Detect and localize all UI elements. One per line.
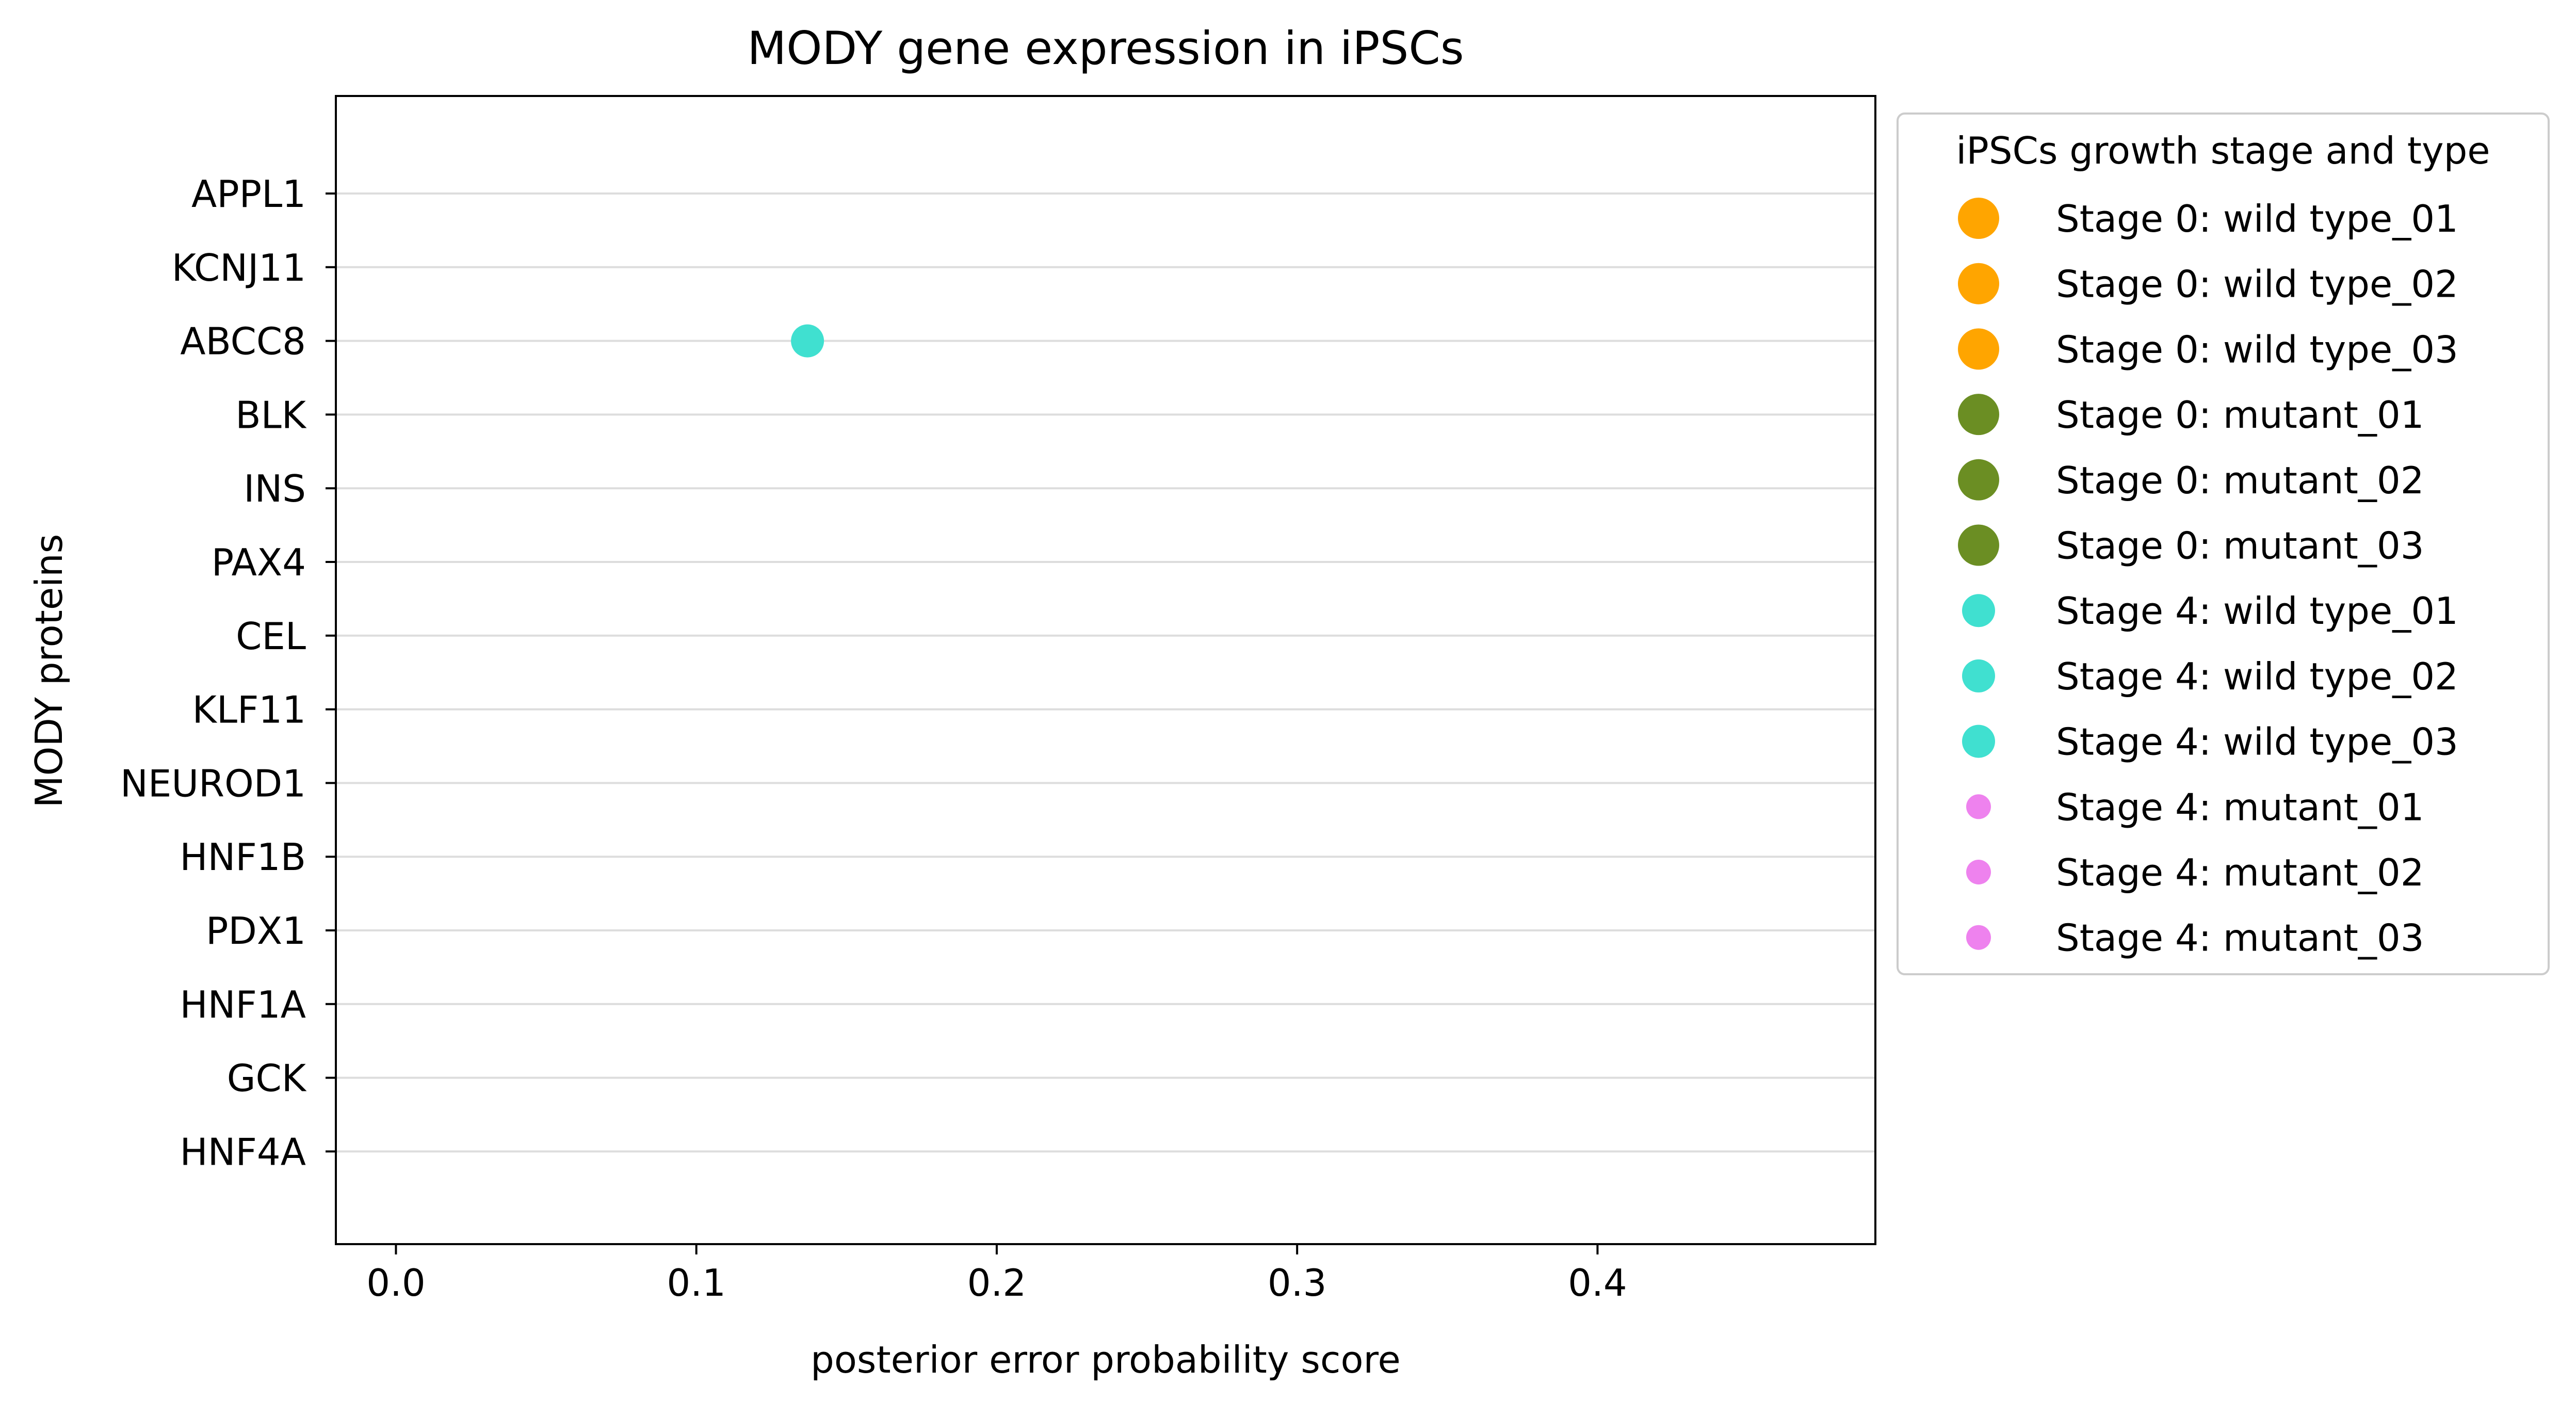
legend-label: Stage 0: wild type_01 [2056, 197, 2458, 240]
legend-marker [1958, 394, 1999, 436]
legend-label: Stage 0: mutant_01 [2056, 393, 2424, 437]
legend-label: Stage 4: mutant_03 [2056, 916, 2424, 960]
legend-marker [1962, 594, 1995, 627]
y-tick-label: NEUROD1 [120, 762, 306, 805]
y-tick-label: CEL [236, 615, 306, 658]
legend-label: Stage 0: wild type_03 [2056, 328, 2458, 371]
legend-marker [1966, 925, 1991, 950]
legend: iPSCs growth stage and type Stage 0: wil… [1897, 112, 2550, 975]
legend-marker [1966, 860, 1991, 884]
legend-label: Stage 4: mutant_02 [2056, 851, 2424, 894]
plot-area-frame [335, 95, 1876, 1245]
legend-marker [1962, 724, 1995, 758]
legend-marker [1958, 524, 1999, 566]
legend-marker [1962, 659, 1995, 693]
legend-marker [1958, 459, 1999, 501]
y-tick-label: HNF4A [180, 1130, 306, 1173]
y-tick-label: KLF11 [192, 688, 306, 732]
y-tick-label: APPL1 [191, 172, 306, 216]
chart-title: MODY gene expression in iPSCs [747, 22, 1464, 75]
legend-marker [1958, 198, 1999, 239]
y-axis-label: MODY proteins [27, 534, 71, 808]
x-tick-label: 0.4 [1568, 1261, 1627, 1305]
legend-label: Stage 4: wild type_03 [2056, 720, 2458, 764]
y-tick-label: BLK [235, 393, 307, 437]
legend-marker [1966, 794, 1991, 819]
y-tick-label: HNF1B [180, 835, 306, 879]
legend-label: Stage 4: wild type_02 [2056, 655, 2458, 698]
y-tick-label: PDX1 [206, 909, 306, 953]
y-tick-label: GCK [227, 1057, 307, 1100]
x-tick-label: 0.3 [1268, 1261, 1327, 1305]
y-tick-label: KCNJ11 [172, 246, 306, 289]
grid-lines [336, 192, 1875, 1153]
y-axis-ticks: APPL1 KCNJ11 ABCC8 BLK INS PAX4 CEL KLF11 NEUROD… [120, 172, 336, 1173]
legend-label: Stage 0: wild type_02 [2056, 263, 2458, 306]
x-axis-label: posterior error probability score [811, 1338, 1401, 1381]
data-points [791, 324, 824, 358]
legend-label: Stage 0: mutant_02 [2056, 459, 2424, 502]
legend-label: Stage 0: mutant_03 [2056, 524, 2424, 568]
y-tick-label: PAX4 [212, 541, 306, 584]
y-tick-label: HNF1A [180, 983, 306, 1026]
y-tick-label: INS [244, 467, 306, 510]
legend-frame [1897, 112, 2550, 975]
legend-marker [1958, 263, 1999, 304]
legend-label: Stage 4: mutant_01 [2056, 785, 2424, 829]
x-axis-ticks: 0.0 0.1 0.2 0.3 0.4 [366, 1244, 1627, 1305]
legend-title: iPSCs growth stage and type [1956, 129, 2490, 172]
x-tick-label: 0.2 [967, 1261, 1027, 1305]
legend-label: Stage 4: wild type_01 [2056, 589, 2458, 633]
legend-items: Stage 0: wild type_01 Stage 0: wild type_… [1958, 197, 2458, 960]
x-tick-label: 0.0 [366, 1261, 426, 1305]
data-point [791, 324, 824, 358]
x-tick-label: 0.1 [667, 1261, 726, 1305]
y-tick-label: ABCC8 [180, 320, 306, 363]
legend-marker [1958, 328, 1999, 370]
